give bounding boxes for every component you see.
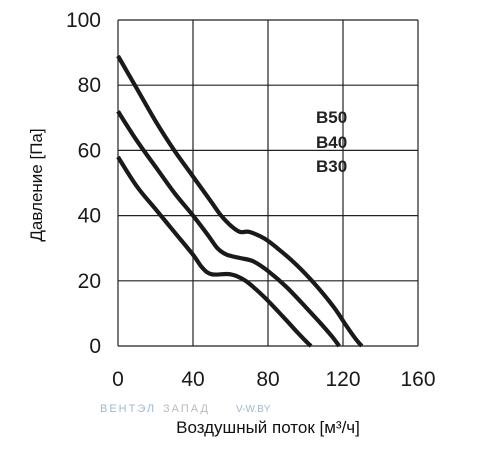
legend-entry-b30: B30 bbox=[316, 157, 347, 176]
watermark-site: V-W.BY bbox=[236, 404, 271, 415]
x-axis-label: Воздушный поток [м³/ч] bbox=[176, 418, 360, 437]
watermark: ВЕНТЭЛ ЗАПАД V-W.BY bbox=[100, 403, 271, 415]
grid-lines bbox=[117, 19, 419, 347]
x-tick-labels: 0 40 80 120 160 bbox=[112, 368, 435, 391]
x-tick-label: 120 bbox=[325, 368, 360, 391]
y-tick-label: 60 bbox=[78, 139, 101, 162]
y-axis-label: Давление [Па] bbox=[27, 128, 46, 241]
x-tick-label: 80 bbox=[256, 368, 279, 391]
x-tick-label: 40 bbox=[181, 368, 204, 391]
y-tick-label: 80 bbox=[78, 74, 101, 97]
legend-entry-b40: B40 bbox=[316, 133, 347, 152]
legend-entry-b50: B50 bbox=[316, 108, 347, 127]
x-tick-label: 160 bbox=[400, 368, 435, 391]
legend: B50 B40 B30 bbox=[316, 108, 347, 176]
y-tick-labels: 0 20 40 60 80 100 bbox=[66, 9, 101, 358]
y-tick-label: 20 bbox=[78, 270, 101, 293]
y-tick-label: 0 bbox=[89, 335, 101, 358]
series-line-b30 bbox=[116, 155, 313, 348]
series-lines bbox=[116, 54, 364, 348]
x-tick-label: 0 bbox=[112, 368, 124, 391]
y-tick-label: 100 bbox=[66, 9, 101, 32]
series-line-b50 bbox=[116, 54, 364, 348]
watermark-brand-part2: ЗАПАД bbox=[163, 403, 210, 415]
series-line-b40 bbox=[116, 110, 341, 348]
watermark-brand-part1: ВЕНТЭЛ bbox=[100, 403, 156, 415]
y-tick-label: 40 bbox=[78, 205, 101, 228]
